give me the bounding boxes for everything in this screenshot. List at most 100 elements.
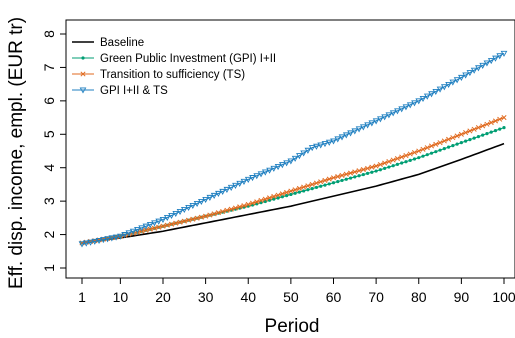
data-point xyxy=(365,171,370,175)
data-point xyxy=(318,179,324,185)
data-point xyxy=(330,138,337,145)
data-point xyxy=(82,240,90,247)
data-point xyxy=(323,183,327,187)
data-point xyxy=(241,203,247,209)
data-point xyxy=(327,182,331,186)
data-point xyxy=(382,160,388,166)
series-line xyxy=(81,52,505,245)
data-point xyxy=(254,199,260,205)
data-point xyxy=(458,131,464,137)
data-point xyxy=(369,164,375,170)
y-tick-label: 8 xyxy=(41,30,57,38)
data-point xyxy=(129,228,137,235)
data-point xyxy=(305,183,311,189)
data-point xyxy=(500,50,508,57)
data-point xyxy=(423,93,431,100)
x-tick-label: 70 xyxy=(368,289,384,305)
data-point xyxy=(270,165,278,172)
data-point xyxy=(501,115,507,121)
data-point xyxy=(489,130,493,134)
x-tick-label: 30 xyxy=(198,289,214,305)
x-tick-label: 10 xyxy=(113,289,129,305)
x-tick-label: 90 xyxy=(454,289,470,305)
x-tick-label: 20 xyxy=(155,289,171,305)
data-point xyxy=(464,139,468,143)
data-point xyxy=(488,120,494,126)
data-point xyxy=(95,237,103,245)
data-point xyxy=(451,144,455,148)
data-point xyxy=(342,132,350,139)
data-point xyxy=(348,176,353,180)
data-point xyxy=(309,181,315,187)
data-point xyxy=(425,153,429,157)
data-point xyxy=(496,53,504,60)
data-point xyxy=(459,141,463,145)
data-point xyxy=(291,155,299,162)
data-point xyxy=(462,72,470,79)
data-point xyxy=(215,210,221,216)
data-point xyxy=(306,188,310,192)
data-point xyxy=(400,161,404,165)
data-point xyxy=(267,195,273,201)
data-point xyxy=(313,143,320,150)
data-point xyxy=(449,79,457,86)
data-point xyxy=(163,214,171,222)
data-point xyxy=(378,168,382,172)
data-point xyxy=(344,177,348,181)
data-point xyxy=(156,224,162,230)
data-point xyxy=(257,171,265,178)
data-point xyxy=(278,162,286,169)
data-point xyxy=(138,225,146,232)
data-point xyxy=(434,150,438,154)
data-point xyxy=(454,133,460,139)
data-point xyxy=(185,204,192,212)
data-point xyxy=(245,201,251,208)
data-point xyxy=(395,162,400,166)
data-point xyxy=(296,153,303,160)
data-point xyxy=(283,160,290,167)
data-point xyxy=(406,102,414,109)
series-0 xyxy=(81,142,505,244)
data-point xyxy=(330,175,337,181)
data-point xyxy=(368,120,376,127)
data-point xyxy=(172,210,180,218)
data-point xyxy=(160,223,166,229)
data-point xyxy=(441,138,447,144)
data-point xyxy=(180,206,188,214)
data-point xyxy=(336,179,340,184)
series-layer xyxy=(78,50,508,248)
x-tick-label: 50 xyxy=(283,289,299,305)
data-point xyxy=(411,100,418,107)
legend-item: Green Public Investment (GPI) I+II xyxy=(72,53,276,65)
data-point xyxy=(334,136,342,143)
data-point xyxy=(297,190,301,194)
data-point xyxy=(91,238,99,245)
data-point xyxy=(420,146,426,152)
data-point xyxy=(275,192,281,198)
y-axis: 1 2 3 4 5 6 7 8 xyxy=(41,30,66,272)
data-point xyxy=(108,235,116,242)
data-point xyxy=(147,226,153,232)
data-point xyxy=(296,185,302,191)
data-point xyxy=(168,221,175,227)
data-point xyxy=(249,200,256,206)
series-line xyxy=(81,117,505,244)
data-point xyxy=(429,151,434,155)
data-point xyxy=(374,169,378,173)
legend-marker xyxy=(79,87,87,94)
data-point xyxy=(292,187,298,193)
legend: Baseline Green Public Investment (GPI) I+… xyxy=(72,37,276,97)
data-point xyxy=(440,84,448,91)
data-point xyxy=(361,172,365,177)
legend-item: GPI I+II & TS xyxy=(72,85,168,97)
data-point xyxy=(304,147,312,154)
data-point xyxy=(237,204,243,210)
data-point xyxy=(373,163,379,169)
data-point xyxy=(470,67,478,74)
data-point xyxy=(428,143,435,149)
data-point xyxy=(272,197,276,201)
data-point xyxy=(398,106,406,113)
legend-marker xyxy=(81,56,85,60)
data-point xyxy=(203,213,209,219)
data-point xyxy=(289,192,293,197)
